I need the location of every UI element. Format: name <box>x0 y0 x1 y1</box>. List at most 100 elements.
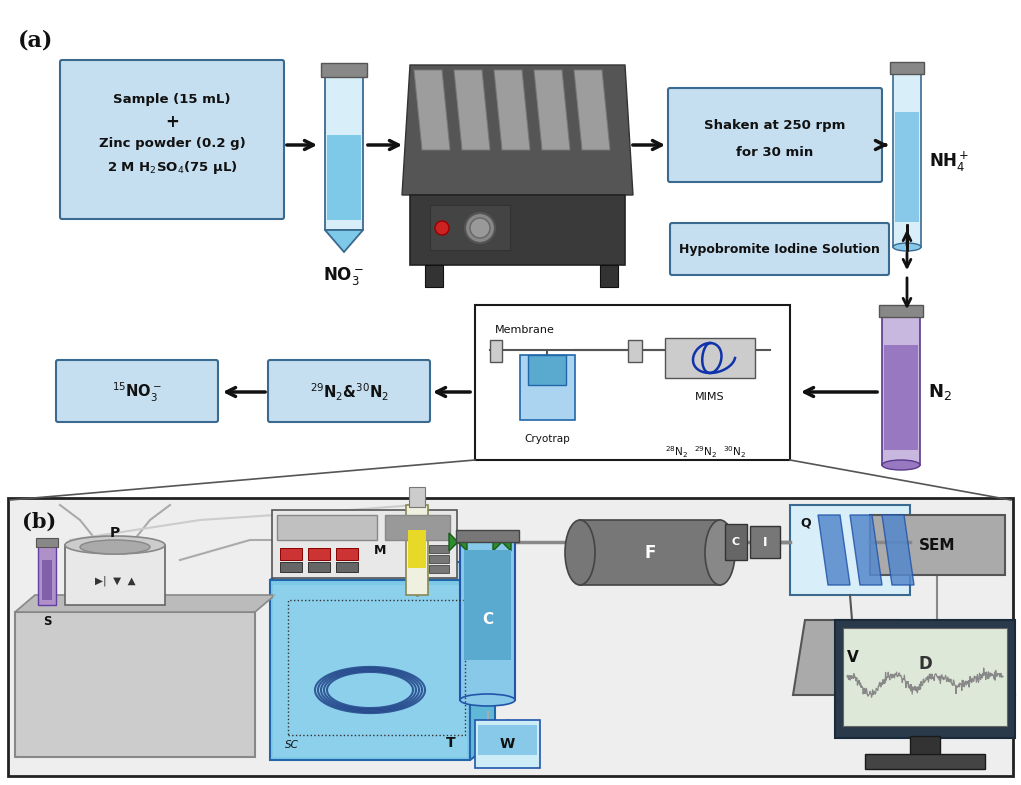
Text: S: S <box>43 615 51 628</box>
Text: $^{28}$N$_2$  $^{29}$N$_2$  $^{30}$N$_2$: $^{28}$N$_2$ $^{29}$N$_2$ $^{30}$N$_2$ <box>665 444 746 459</box>
Text: P: P <box>110 526 120 540</box>
Bar <box>478 725 537 755</box>
Bar <box>336 562 358 572</box>
Polygon shape <box>414 70 450 150</box>
Text: V: V <box>846 650 859 665</box>
Text: NO$_3^-$: NO$_3^-$ <box>324 265 364 287</box>
Polygon shape <box>454 70 490 150</box>
Polygon shape <box>402 65 633 195</box>
Bar <box>42 560 52 600</box>
Text: Membrane: Membrane <box>495 325 554 335</box>
Polygon shape <box>449 533 458 551</box>
Text: $^{15}$NO$_3^-$: $^{15}$NO$_3^-$ <box>112 381 162 403</box>
Bar <box>280 562 302 572</box>
FancyBboxPatch shape <box>60 60 284 219</box>
Bar <box>277 515 377 540</box>
Bar <box>882 315 920 465</box>
Text: ▶|  ▼  ▲: ▶| ▼ ▲ <box>95 575 136 586</box>
Bar <box>665 338 755 378</box>
Polygon shape <box>494 70 530 150</box>
Bar <box>336 548 358 560</box>
Bar <box>65 545 165 605</box>
Polygon shape <box>502 533 510 551</box>
Bar <box>272 510 457 578</box>
Text: for 30 min: for 30 min <box>736 145 814 159</box>
Bar <box>308 548 330 560</box>
Text: I: I <box>763 535 767 549</box>
Bar <box>406 505 428 595</box>
Circle shape <box>470 218 490 238</box>
Polygon shape <box>458 533 467 551</box>
Bar <box>464 550 510 660</box>
Ellipse shape <box>565 520 595 585</box>
Text: Shaken at 250 rpm: Shaken at 250 rpm <box>704 119 845 132</box>
Bar <box>36 538 58 547</box>
Bar <box>308 562 330 572</box>
Text: C: C <box>482 612 493 627</box>
Ellipse shape <box>893 243 921 251</box>
Text: D: D <box>918 655 932 673</box>
Bar <box>270 580 470 760</box>
Bar <box>890 62 924 74</box>
Polygon shape <box>850 515 882 585</box>
Bar <box>425 265 443 287</box>
Bar <box>8 498 1013 776</box>
Bar <box>750 526 780 558</box>
Bar <box>843 628 1007 726</box>
Bar <box>879 305 923 317</box>
Bar <box>895 112 919 222</box>
Polygon shape <box>574 70 610 150</box>
Bar <box>884 345 918 450</box>
Bar <box>429 545 449 553</box>
Bar <box>273 585 467 757</box>
Bar <box>580 520 720 585</box>
Bar <box>475 305 790 460</box>
Bar <box>910 736 940 756</box>
Text: Sample (15 mL): Sample (15 mL) <box>113 93 231 107</box>
Text: N$_2$: N$_2$ <box>928 382 952 402</box>
Bar <box>408 530 426 568</box>
Bar <box>38 545 56 605</box>
Bar <box>327 135 361 220</box>
Text: (a): (a) <box>18 30 53 52</box>
Bar <box>893 72 921 247</box>
Text: $^{29}$N$_2$&$^{30}$N$_2$: $^{29}$N$_2$&$^{30}$N$_2$ <box>309 382 389 403</box>
FancyBboxPatch shape <box>670 223 889 275</box>
Text: C: C <box>732 537 740 547</box>
Bar <box>429 565 449 573</box>
Text: Cryotrap: Cryotrap <box>524 434 570 444</box>
Circle shape <box>435 221 449 235</box>
Ellipse shape <box>882 460 920 470</box>
Text: SC: SC <box>285 740 299 750</box>
FancyBboxPatch shape <box>668 88 882 182</box>
Bar <box>456 530 519 542</box>
Polygon shape <box>493 533 502 551</box>
Ellipse shape <box>80 540 150 554</box>
Text: Hypobromite Iodine Solution: Hypobromite Iodine Solution <box>679 243 879 257</box>
Text: MIMS: MIMS <box>695 392 725 402</box>
Text: 2 M H$_2$SO$_4$(75 μL): 2 M H$_2$SO$_4$(75 μL) <box>107 159 237 177</box>
Bar <box>280 548 302 560</box>
Bar <box>385 515 450 540</box>
Bar <box>520 355 575 420</box>
FancyBboxPatch shape <box>268 360 430 422</box>
Bar <box>460 540 515 700</box>
Bar <box>430 205 510 250</box>
Ellipse shape <box>460 694 515 706</box>
Bar <box>725 524 747 560</box>
Bar <box>409 487 425 507</box>
Bar <box>321 63 367 77</box>
Text: F: F <box>644 543 655 561</box>
Bar <box>870 515 1005 575</box>
Text: Zinc powder (0.2 g): Zinc powder (0.2 g) <box>99 137 245 151</box>
Polygon shape <box>270 562 495 580</box>
Bar <box>410 195 625 265</box>
Bar <box>865 754 985 769</box>
Polygon shape <box>793 620 912 695</box>
Bar <box>628 340 642 362</box>
Ellipse shape <box>704 520 735 585</box>
Text: (b): (b) <box>22 512 56 532</box>
Text: SEM: SEM <box>919 538 956 553</box>
Text: W: W <box>500 737 516 751</box>
Polygon shape <box>470 562 495 760</box>
